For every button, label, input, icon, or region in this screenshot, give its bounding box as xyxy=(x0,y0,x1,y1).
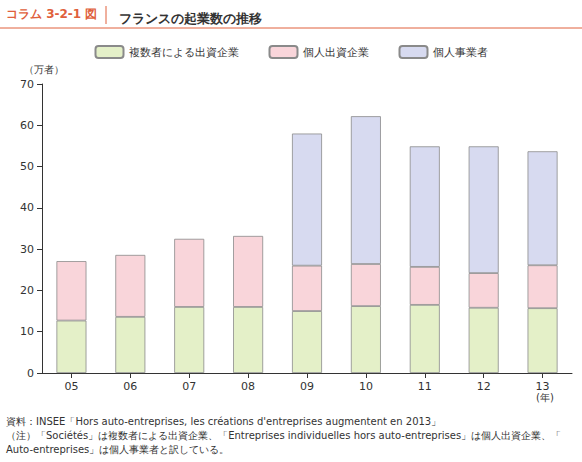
svg-text:60: 60 xyxy=(20,119,34,132)
svg-text:（万者）: （万者） xyxy=(24,64,64,75)
svg-text:05: 05 xyxy=(64,380,78,393)
svg-text:フランスの起業数の推移: フランスの起業数の推移 xyxy=(119,11,262,26)
svg-text:コラム 3-2-1 図: コラム 3-2-1 図 xyxy=(6,7,97,21)
svg-text:10: 10 xyxy=(20,325,34,338)
svg-text:07: 07 xyxy=(182,380,196,393)
svg-text:20: 20 xyxy=(20,284,34,297)
svg-text:08: 08 xyxy=(241,380,255,393)
svg-text:（注）「Sociétés」は複数者による出資企業、「Entr: （注）「Sociétés」は複数者による出資企業、「Entreprises in… xyxy=(6,430,561,441)
svg-text:70: 70 xyxy=(20,78,34,91)
svg-text:40: 40 xyxy=(20,201,34,214)
svg-text:12: 12 xyxy=(477,380,491,393)
svg-text:06: 06 xyxy=(123,380,137,393)
svg-text:資料：INSEE「Hors auto-entreprises: 資料：INSEE「Hors auto-entreprises, les créa… xyxy=(6,416,441,427)
svg-text:09: 09 xyxy=(300,380,314,393)
svg-text:50: 50 xyxy=(20,160,34,173)
svg-text:30: 30 xyxy=(20,243,34,256)
svg-text:13: 13 xyxy=(536,380,550,393)
svg-text:個人出資企業: 個人出資企業 xyxy=(303,46,369,59)
svg-text:11: 11 xyxy=(418,380,432,393)
svg-text:(年): (年) xyxy=(536,392,554,403)
svg-text:Auto-entreprises」は個人事業者と訳している。: Auto-entreprises」は個人事業者と訳している。 xyxy=(6,444,229,455)
svg-text:10: 10 xyxy=(359,380,373,393)
svg-text:0: 0 xyxy=(27,367,34,380)
svg-text:個人事業者: 個人事業者 xyxy=(433,46,488,59)
svg-text:複数者による出資企業: 複数者による出資企業 xyxy=(129,46,239,59)
